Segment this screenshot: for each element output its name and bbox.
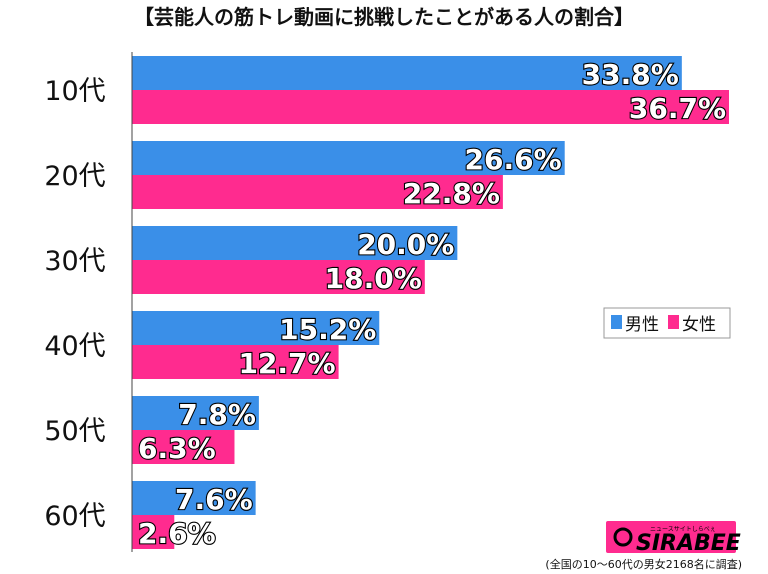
male-bar: [132, 481, 256, 515]
female-bar: [132, 430, 235, 464]
female-bar: [132, 260, 425, 294]
value-label: 15.2%: [279, 313, 376, 346]
male-bar: [132, 141, 565, 175]
female-bar: [132, 90, 729, 124]
legend: 男性 女性: [603, 307, 731, 339]
value-label: 33.8%: [582, 58, 679, 91]
female-bar: [132, 175, 503, 209]
male-bar: [132, 311, 380, 345]
value-label: 36.7%: [629, 92, 726, 125]
category-label: 30代: [44, 246, 105, 277]
bars-group: 33.8%36.7% 26.6%22.8% 20.0%18.0% 15.2%12.7%…: [132, 56, 729, 551]
sirabee-logo: ニュースサイトしらべぇ SIRABEE: [606, 521, 741, 556]
legend-male-swatch: [611, 315, 622, 329]
value-label: 7.8%: [178, 398, 256, 431]
chart-title: 【芸能人の筋トレ動画に挑戦したことがある人の割合】: [134, 5, 634, 29]
category-label: 50代: [44, 416, 105, 447]
category-label: 20代: [44, 161, 105, 192]
logo-wordmark: SIRABEE: [636, 531, 741, 556]
value-label: 18.0%: [325, 262, 422, 295]
category-label: 60代: [44, 501, 105, 532]
category-label: 10代: [44, 76, 105, 107]
logo-tagline: ニュースサイトしらべぇ: [650, 526, 716, 533]
footnote: (全国の10〜60代の男女2168名に調査): [545, 557, 742, 571]
logo-mark-icon: [613, 527, 633, 547]
value-label: 12.7%: [238, 347, 335, 380]
male-bar: [132, 56, 682, 90]
male-bar: [132, 226, 458, 260]
value-label: 20.0%: [357, 228, 454, 261]
value-label: 22.8%: [403, 177, 500, 210]
category-label: 40代: [44, 331, 105, 362]
female-bar: [132, 515, 175, 549]
value-label: 6.3%: [138, 432, 216, 465]
value-label: 26.6%: [465, 143, 562, 176]
legend-male-label: 男性: [625, 315, 659, 335]
legend-female-swatch: [668, 315, 679, 329]
value-label: 7.6%: [175, 483, 253, 516]
value-label: 2.6%: [138, 517, 216, 550]
category-labels: 10代 20代 30代 40代 50代 60代: [44, 76, 105, 532]
male-bar: [132, 396, 259, 430]
legend-female-label: 女性: [682, 315, 716, 335]
female-bar: [132, 345, 339, 379]
